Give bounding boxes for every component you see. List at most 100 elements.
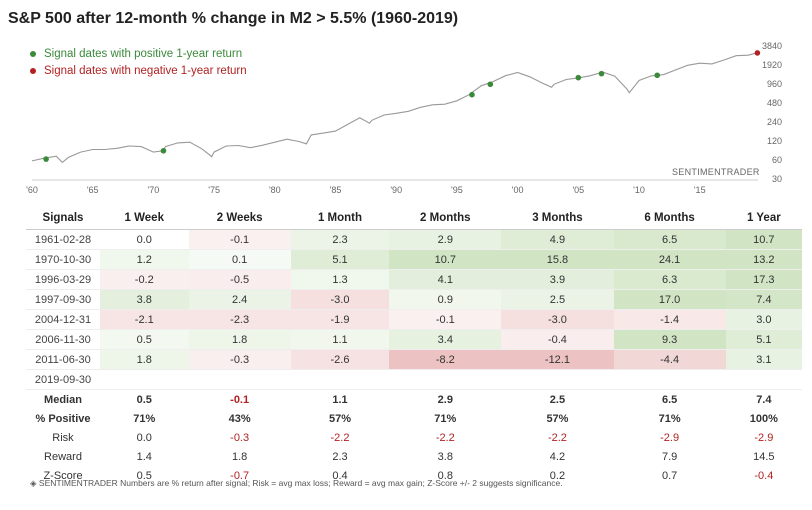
summary-label: Median [26,389,100,409]
summary-cell: 0.0 [136,431,152,444]
chart-title: S&P 500 after 12-month % change in M2 > … [8,10,459,27]
return-cell: 1.8 [188,329,291,350]
signal-date: 2006-11-30 [26,329,100,350]
x-tick-label: '80 [269,185,281,195]
summary-cell: 1.1 [290,389,390,409]
table-row: 1961-02-28 0.0 -0.1 2.3 2.9 4.9 6.5 10.7 [26,229,802,250]
summary-cell: -2.2 [547,431,567,444]
summary-cell: 71% [658,412,681,425]
y-tick-label: 120 [767,136,782,146]
table-row: 2006-11-30 0.5 1.8 1.1 3.4 -0.4 9.3 5.1 [26,329,802,350]
return-cell: 2.5 [501,289,614,310]
return-cell: 4.9 [501,229,614,250]
y-tick-label: 480 [767,98,782,108]
summary-label: Z-Score [43,469,83,482]
return-cell: 17.3 [725,269,802,290]
summary-cell: 1.4 [136,450,152,463]
return-cell: -0.3 [188,349,291,370]
y-tick-label: 240 [767,117,782,127]
signal-marker-negative [754,50,761,56]
return-cell: 0.9 [389,289,502,310]
column-header: 2 Months [389,207,502,230]
return-cell: 10.7 [725,229,802,250]
column-header: Signals [26,207,100,230]
summary-cell: 2.5 [501,389,614,409]
column-header: 2 Weeks [188,207,291,230]
signal-date: 2004-12-31 [26,309,100,330]
table-row: 1996-03-29 -0.2 -0.5 1.3 4.1 3.9 6.3 17.3 [26,269,802,290]
x-tick-label: '70 [148,185,160,195]
y-tick-label: 30 [772,174,782,184]
summary-cell: 57% [328,412,351,425]
table-row: 1970-10-30 1.2 0.1 5.1 10.7 15.8 24.1 13.2 [26,249,802,270]
signal-marker-positive [487,81,494,88]
legend-positive: Signal dates with positive 1-year return [30,48,247,60]
return-cell: 13.2 [725,249,802,270]
return-cell: 1.1 [290,329,390,350]
summary-cell: -2.9 [754,431,774,444]
summary-cell: 71% [133,412,156,425]
return-cell [100,369,189,390]
y-tick-label: 3840 [762,41,782,51]
x-tick-label: '05 [572,185,584,195]
return-cell [501,369,614,390]
summary-cell: -0.4 [754,469,774,482]
summary-cell: 2.3 [332,450,348,463]
return-cell: 7.4 [725,289,802,310]
summary-row: Reward 1.4 1.8 2.3 3.8 4.2 7.9 14.5 [26,447,802,466]
return-cell: 1.3 [290,269,390,290]
footnote-text: SENTIMENTRADER Numbers are % return afte… [38,478,563,488]
return-cell: 2.9 [389,229,502,250]
return-cell: 2.4 [188,289,291,310]
return-cell: -2.6 [290,349,390,370]
chart-watermark: SENTIMENTRADER [672,167,760,177]
return-cell: 15.8 [501,249,614,270]
y-tick-label: 1920 [762,60,782,70]
x-tick-label: '15 [694,185,706,195]
y-tick-label: 60 [772,155,782,165]
summary-cell: -0.3 [230,431,250,444]
table-row: 2019-09-30 [26,369,802,390]
column-header: 1 Year [725,207,802,230]
return-cell: 0.0 [100,229,189,250]
summary-cell: 3.8 [437,450,453,463]
return-cell: 10.7 [389,249,502,270]
return-cell: -0.2 [100,269,189,290]
summary-label: Risk [52,431,74,444]
summary-cell: -0.7 [230,469,250,482]
return-cell: -0.1 [188,229,291,250]
legend-positive-dot [30,51,36,57]
return-cell: -1.9 [290,309,390,330]
legend-negative-dot [30,68,36,74]
return-cell: 5.1 [725,329,802,350]
return-cell: 17.0 [613,289,726,310]
summary-cell: 71% [434,412,457,425]
summary-cell: 14.5 [753,450,775,463]
return-cell: -0.4 [501,329,614,350]
return-cell: 0.1 [188,249,291,270]
return-cell: 3.0 [725,309,802,330]
summary-cell: 0.5 [136,469,152,482]
column-header: 3 Months [501,207,614,230]
return-cell: -8.2 [389,349,502,370]
return-cell: 9.3 [613,329,726,350]
summary-cell: 0.4 [332,469,348,482]
summary-cell: 7.4 [725,389,802,409]
return-cell [389,369,502,390]
return-cell: 5.1 [290,249,390,270]
chart-legend: Signal dates with positive 1-year return… [30,48,247,82]
summary-cell: 0.2 [549,469,566,482]
return-cell: -2.3 [188,309,291,330]
summary-cell: 4.2 [549,450,566,463]
summary-cell: 100% [749,412,778,425]
return-cell [613,369,726,390]
sp500-line-chart: '60 '65 '70 '75 '80 '85 '90 '95 '00 '05 '10 '15 30 60… [26,41,782,195]
summary-cell: 0.7 [661,469,678,482]
summary-cell: 57% [546,412,569,425]
legend-positive-label: Signal dates with positive 1-year return [44,48,243,60]
column-header: 6 Months [613,207,726,230]
return-cell: 3.8 [100,289,189,310]
return-cell: -0.5 [188,269,291,290]
summary-cell: 1.8 [232,450,248,463]
x-tick-label: '95 [451,185,463,195]
